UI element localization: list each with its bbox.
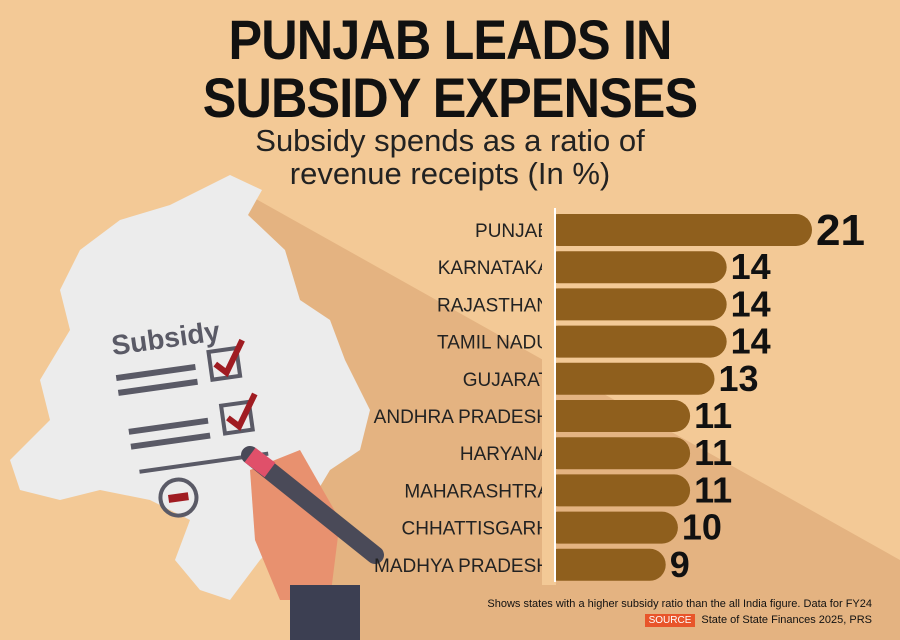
value-label: 10 (682, 507, 722, 548)
value-label: 11 (694, 395, 732, 436)
value-label: 14 (731, 321, 771, 362)
bar (542, 474, 691, 507)
value-label: 11 (694, 432, 732, 473)
title-line-1: PUNJAB LEADS IN (228, 8, 673, 71)
source-text: State of State Finances 2025, PRS (701, 614, 872, 626)
hand-pen-icon (241, 446, 384, 640)
bar (542, 548, 666, 581)
title-line-2: SUBSIDY EXPENSES (202, 66, 698, 129)
category-label: KARNATAKA (438, 258, 551, 279)
category-label: ANDHRA PRADESH (374, 407, 550, 428)
bar-mask (542, 205, 556, 585)
value-label: 11 (694, 469, 732, 510)
footer-source: SOURCE State of State Finances 2025, PRS (644, 614, 872, 627)
footer-note: Shows states with a higher subsidy ratio… (487, 598, 872, 610)
bar (542, 362, 715, 395)
bar (542, 251, 727, 284)
category-label: HARYANA (460, 444, 550, 465)
category-label: CHHATTISGARH (402, 519, 550, 540)
subtitle-line-2: revenue receipts (In %) (289, 156, 611, 191)
value-label: 14 (731, 283, 771, 324)
value-label: 14 (731, 246, 771, 287)
bar (542, 214, 812, 246)
category-label: RAJASTHAN (437, 295, 550, 316)
category-label: TAMIL NADU (437, 333, 550, 354)
category-label: GUJARAT (463, 370, 551, 391)
value-label: 21 (816, 206, 865, 255)
value-label: 13 (718, 358, 758, 399)
bar (542, 511, 678, 544)
value-label: 9 (670, 544, 690, 585)
bar (542, 437, 691, 470)
category-label: MADHYA PRADESH (374, 556, 550, 577)
bar (542, 400, 691, 432)
category-label: MAHARASHTRA (404, 481, 550, 502)
category-label: PUNJAB (475, 221, 550, 242)
source-badge: SOURCE (644, 614, 696, 627)
subtitle-line-1: Subsidy spends as a ratio of (255, 123, 645, 158)
bar (542, 325, 727, 358)
bar (542, 288, 727, 321)
